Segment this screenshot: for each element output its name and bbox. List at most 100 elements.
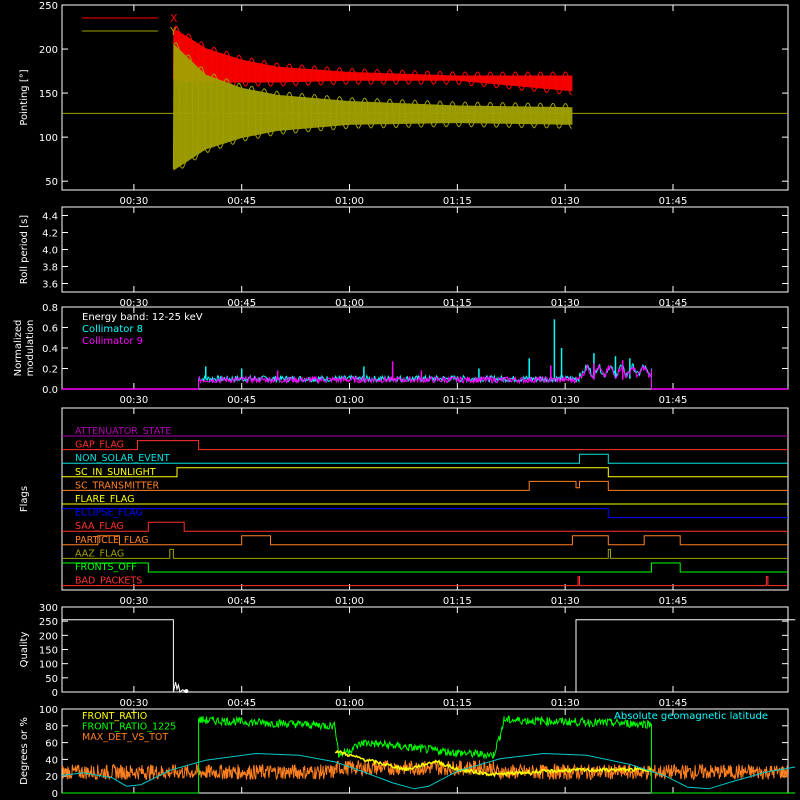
flag-label-gap_flag: GAP_FLAG [75, 440, 124, 451]
flag-line-bad_packets [62, 576, 788, 587]
modulation-xtick-label: 01:15 [443, 395, 472, 406]
roll-xtick-label: 00:30 [119, 298, 148, 309]
pointing-ytick-label: 150 [39, 89, 58, 100]
pointing-series-Y-band [173, 43, 573, 171]
flags-ylabel: Flags [19, 486, 30, 512]
modulation-ylabel: Normalized [13, 320, 24, 377]
pointing-xtick-label: 01:45 [659, 196, 688, 207]
flag-line-gap_flag [62, 440, 788, 451]
modulation-legend-8: Collimator 8 [82, 324, 143, 335]
ratios-series-front-ratio-1225 [62, 715, 796, 794]
ratios-legend-2: MAX_DET_VS_TOT [82, 732, 168, 743]
pointing-xtick-label: 01:00 [335, 196, 364, 207]
ratios-legend-0: FRONT_RATIO [82, 711, 147, 722]
ratios-ylabel: Degrees or % [19, 717, 30, 785]
roll-xtick-label: 01:30 [551, 298, 580, 309]
ratios-legend-1: FRONT_RATIO_1225 [82, 722, 176, 733]
quality-xtick-label: 01:15 [443, 698, 472, 709]
modulation-xtick-label: 01:30 [551, 395, 580, 406]
modulation-ytick-label: 0.2 [42, 365, 58, 376]
modulation-xtick-label: 00:30 [119, 395, 148, 406]
ratios-annotation: Absolute geomagnetic latitude [614, 711, 768, 722]
flag-label-attenuator_state: ATTENUATOR_STATE [75, 426, 171, 437]
modulation-ylabel: modulation [25, 320, 36, 377]
flag-label-flare_flag: FLARE_FLAG [75, 494, 135, 505]
ratios-series-front-ratio [335, 749, 652, 778]
ratios-ytick-label: 40 [45, 755, 58, 766]
quality-xtick-label: 01:30 [551, 698, 580, 709]
roll-ytick-label: 4.2 [42, 229, 58, 240]
roll-xtick-label: 01:15 [443, 298, 472, 309]
flag-line-non_solar_event [62, 453, 788, 464]
modulation-ytick-label: 0.4 [42, 344, 58, 355]
flag-line-aaz_flag [62, 548, 788, 559]
flag-line-eclipse_flag [62, 508, 788, 519]
flag-label-aaz_flag: AAZ_FLAG [75, 548, 124, 559]
quality-ytick-label: 50 [45, 674, 58, 685]
roll-xtick-label: 00:45 [227, 298, 256, 309]
quality-ylabel: Quality [19, 632, 30, 668]
flag-label-non_solar_event: NON_SOLAR_EVENT [75, 453, 170, 464]
flag-line-sc_in_sunlight [62, 467, 788, 478]
roll-ytick-label: 3.6 [42, 280, 58, 291]
flags-xtick-label: 01:30 [551, 596, 580, 607]
flags-xtick-label: 00:45 [227, 596, 256, 607]
legend-label-Y: Y [169, 25, 177, 38]
pointing-frame [61, 4, 789, 191]
quality-ytick-label: 300 [39, 603, 58, 614]
quality-series [62, 619, 796, 693]
roll-xtick-label: 01:00 [335, 298, 364, 309]
quality-ytick-label: 0 [52, 688, 58, 699]
quality-xtick-label: 01:45 [659, 698, 688, 709]
ratios-ytick-label: 100 [39, 705, 58, 716]
flags-xtick-label: 01:15 [443, 596, 472, 607]
ratios-series-max-det-vs-tot [61, 759, 789, 782]
pointing-ytick-label: 100 [39, 133, 58, 144]
pointing-ytick-label: 200 [39, 45, 58, 56]
flag-line-saa_flag [62, 521, 788, 532]
quality-xtick-label: 01:00 [335, 698, 364, 709]
roll-ytick-label: 4.4 [42, 212, 58, 223]
quality-ytick-label: 100 [39, 660, 58, 671]
pointing-series-Y [172, 42, 572, 169]
flag-line-particle_flag [62, 535, 788, 546]
flag-label-bad_packets: BAD_PACKETS [75, 576, 142, 587]
ratios-series-geomagnetic-latitude [61, 752, 796, 790]
pointing-xtick-label: 01:30 [551, 196, 580, 207]
flag-label-saa_flag: SAA_FLAG [75, 521, 124, 532]
flag-line-sc_transmitter [62, 480, 788, 491]
quality-ytick-label: 150 [39, 646, 58, 657]
modulation-legend-9: Collimator 9 [82, 336, 143, 347]
flag-label-fronts_off: FRONTS_OFF [75, 562, 137, 573]
ratios-ytick-label: 0 [52, 789, 58, 800]
modulation-series-9 [198, 364, 652, 385]
roll-ytick-label: 4.0 [42, 246, 58, 257]
roll-ylabel: Roll period [s] [19, 215, 30, 284]
roll-xtick-label: 01:45 [659, 298, 688, 309]
pointing-ytick-label: 250 [39, 1, 58, 12]
flag-line-fronts_off [62, 562, 788, 573]
modulation-ytick-label: 0.6 [42, 324, 58, 335]
quality-ytick-label: 200 [39, 631, 58, 642]
ratios-ytick-label: 80 [45, 722, 58, 733]
pointing-ytick-label: 50 [45, 177, 58, 188]
modulation-xtick-label: 01:45 [659, 395, 688, 406]
quality-dot [184, 689, 189, 694]
modulation-ytick-label: 0.8 [42, 303, 58, 314]
ratios-frame [61, 708, 789, 794]
modulation-energy-band: Energy band: 12-25 keV [82, 312, 203, 323]
flags-frame [61, 407, 789, 591]
modulation-xtick-label: 01:00 [335, 395, 364, 406]
flags-xtick-label: 01:00 [335, 596, 364, 607]
quality-xtick-label: 00:45 [227, 698, 256, 709]
ratios-ytick-label: 20 [45, 772, 58, 783]
ratios-ytick-label: 60 [45, 739, 58, 750]
quality-xtick-label: 00:30 [119, 698, 148, 709]
flag-label-eclipse_flag: ECLIPSE_FLAG [75, 508, 143, 519]
roll-ytick-label: 3.8 [42, 263, 58, 274]
flags-xtick-label: 01:45 [659, 596, 688, 607]
modulation-xtick-label: 00:45 [227, 395, 256, 406]
roll-frame [61, 206, 789, 293]
flag-label-sc_in_sunlight: SC_IN_SUNLIGHT [75, 467, 156, 478]
